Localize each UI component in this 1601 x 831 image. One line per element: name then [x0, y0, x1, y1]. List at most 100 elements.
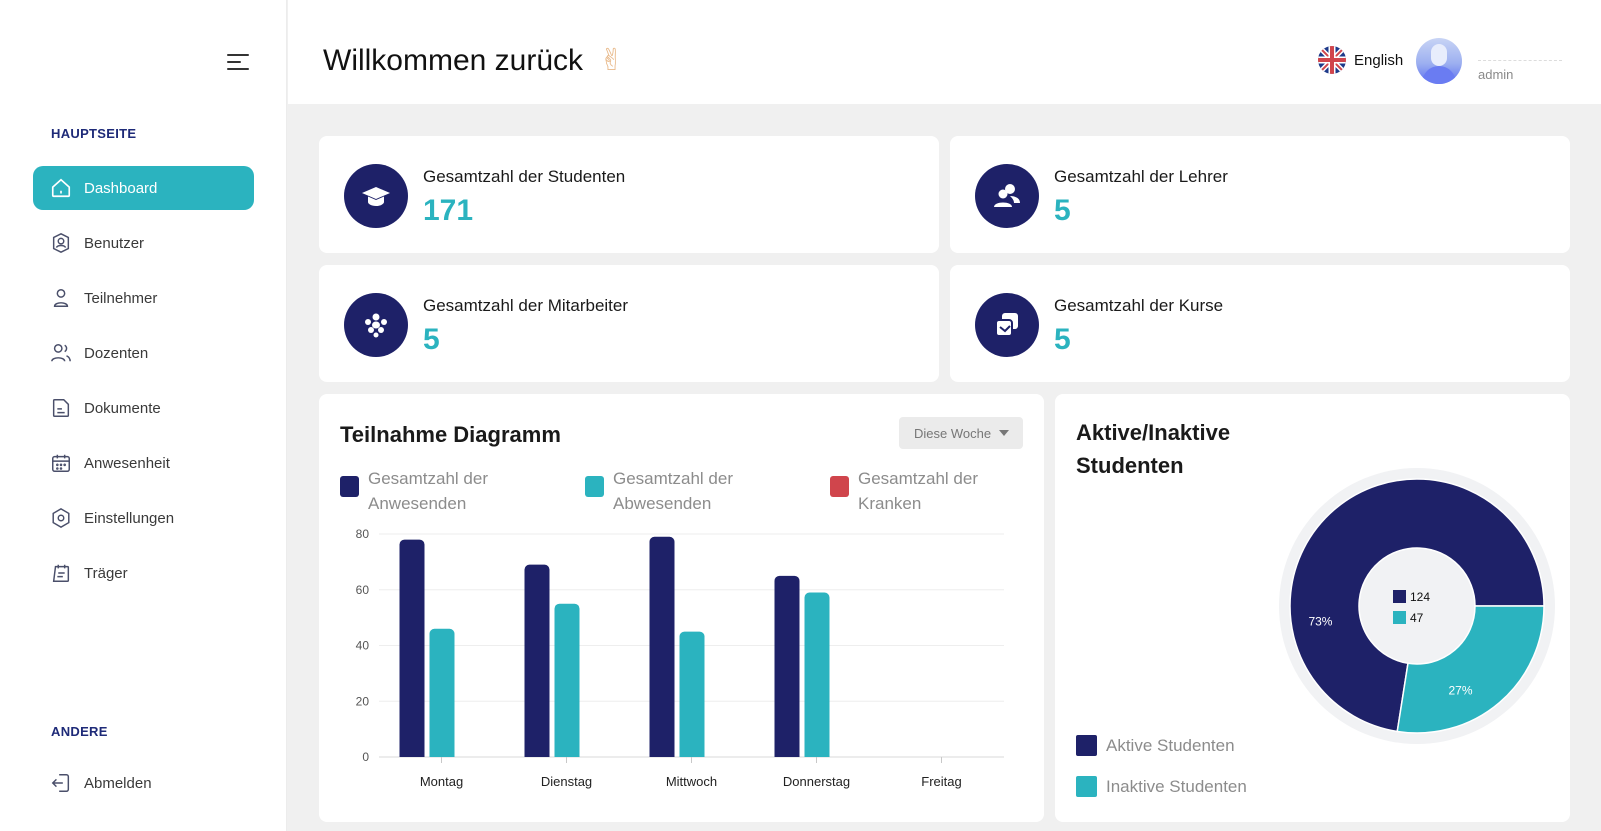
user-name-placeholder: [1478, 60, 1562, 61]
sidebar-item-label: Anwesenheit: [84, 454, 170, 472]
sidebar-item-label: Dashboard: [84, 179, 158, 197]
language-label: English: [1354, 51, 1404, 69]
sidebar-item-teilnehmer[interactable]: Teilnehmer: [33, 276, 254, 320]
stat-value: 5: [1054, 323, 1071, 356]
sidebar-item-label: Abmelden: [84, 774, 152, 792]
stat-value: 5: [1054, 194, 1071, 227]
chart-title: Teilnahme Diagramm: [340, 422, 561, 447]
caret-down-icon: [999, 430, 1009, 436]
stat-card-staff: Gesamtzahl der Mitarbeiter 5: [319, 265, 939, 382]
period-dropdown-value: Diese Woche: [914, 425, 992, 441]
sidebar-item-dashboard[interactable]: Dashboard: [33, 166, 254, 210]
avatar[interactable]: [1416, 38, 1462, 84]
students-donut-chart: 73% 27% 124 47: [1279, 468, 1555, 744]
settings-icon: [50, 507, 72, 529]
welcome-text: Willkommen zurück: [323, 43, 584, 77]
graduation-cap-icon: [344, 164, 408, 228]
hamburger-line: [227, 54, 249, 56]
sidebar-item-benutzer[interactable]: Benutzer: [33, 221, 254, 265]
slice-percent-label: 27%: [1448, 683, 1472, 697]
people-icon: [50, 342, 72, 364]
stat-card-courses: Gesamtzahl der Kurse 5: [950, 265, 1570, 382]
bar[interactable]: [804, 592, 830, 757]
user-role: admin: [1478, 67, 1514, 82]
y-tick-label: 80: [356, 527, 370, 541]
language-switcher[interactable]: English: [1318, 46, 1403, 74]
sidebar-item-dokumente[interactable]: Dokumente: [33, 386, 254, 430]
y-tick-label: 0: [362, 750, 369, 764]
home-icon: [50, 177, 72, 199]
legend-swatch: [585, 476, 604, 497]
page-title: Willkommen zurück ✌: [323, 43, 624, 78]
sidebar-item-dozenten[interactable]: Dozenten: [33, 331, 254, 375]
legend-item-absent[interactable]: Gesamtzahl der Abwesenden: [585, 466, 753, 516]
center-legend-value: 47: [1410, 611, 1424, 625]
logout-button[interactable]: Abmelden: [33, 761, 254, 805]
section-title-main: HAUPTSEITE: [51, 126, 137, 141]
avatar-body: [1422, 66, 1456, 84]
x-tick-label: Donnerstag: [783, 774, 850, 789]
y-tick-label: 20: [356, 694, 370, 708]
sidebar-item-anwesenheit[interactable]: Anwesenheit: [33, 441, 254, 485]
stat-label: Gesamtzahl der Kurse: [1054, 296, 1224, 315]
bar[interactable]: [554, 603, 580, 757]
sidebar-item-label: Dokumente: [84, 399, 161, 417]
sidebar-item-label: Dozenten: [84, 344, 149, 362]
uk-flag-icon: [1318, 46, 1346, 74]
bar[interactable]: [774, 575, 800, 757]
victory-hand-icon: ✌: [599, 44, 625, 77]
y-tick-label: 60: [356, 583, 370, 597]
stat-value: 5: [423, 323, 440, 356]
legend-item-sick[interactable]: Gesamtzahl der Kranken: [830, 466, 998, 516]
legend-label: Gesamtzahl der Kranken: [858, 469, 978, 513]
chart-title: Aktive/Inaktive Studenten: [1076, 420, 1231, 478]
logout-icon: [50, 772, 72, 794]
attendance-chart-card: Teilnahme Diagramm Diese Woche Gesamtzah…: [319, 394, 1044, 822]
avatar-head: [1431, 44, 1447, 66]
user-shield-icon: [50, 232, 72, 254]
calendar-icon: [50, 452, 72, 474]
legend-item-inactive[interactable]: Inaktive Studenten: [1076, 776, 1247, 797]
sidebar: HAUPTSEITE Dashboard Benutzer Teilnehmer…: [0, 0, 287, 831]
sidebar-item-traeger[interactable]: Träger: [33, 551, 254, 595]
legend-swatch: [1076, 735, 1097, 756]
donut-slice[interactable]: [1396, 605, 1545, 734]
team-icon: [344, 293, 408, 357]
legend-swatch: [340, 476, 359, 497]
bar[interactable]: [679, 631, 705, 757]
sidebar-item-label: Benutzer: [84, 234, 145, 252]
donut-slice[interactable]: [1289, 478, 1545, 733]
legend-item-present[interactable]: Gesamtzahl der Anwesenden: [340, 466, 508, 516]
center-legend-swatch: [1393, 611, 1406, 624]
legend-label: Gesamtzahl der Anwesenden: [368, 469, 488, 513]
top-header: Willkommen zurück ✌ English admin: [288, 0, 1601, 104]
legend-label: Gesamtzahl der Abwesenden: [613, 469, 733, 513]
period-dropdown[interactable]: Diese Woche: [899, 417, 1023, 449]
center-legend-swatch: [1393, 590, 1406, 603]
x-tick-label: Dienstag: [541, 774, 592, 789]
stat-label: Gesamtzahl der Studenten: [423, 167, 626, 186]
slice-percent-label: 73%: [1308, 615, 1332, 629]
copy-icon: [975, 293, 1039, 357]
menu-toggle-button[interactable]: [227, 52, 253, 72]
bar[interactable]: [429, 628, 455, 757]
y-tick-label: 40: [356, 639, 370, 653]
users-icon: [975, 164, 1039, 228]
bar[interactable]: [399, 539, 425, 757]
stat-card-teachers: Gesamtzahl der Lehrer 5: [950, 136, 1570, 253]
center-legend-value: 124: [1410, 590, 1430, 604]
legend-swatch: [830, 476, 849, 497]
section-title-other: ANDERE: [51, 724, 108, 739]
legend-label: Inaktive Studenten: [1106, 776, 1247, 796]
hamburger-line: [227, 61, 241, 63]
sidebar-item-einstellungen[interactable]: Einstellungen: [33, 496, 254, 540]
bar[interactable]: [524, 564, 550, 757]
sidebar-item-label: Einstellungen: [84, 509, 175, 527]
hamburger-line: [227, 68, 249, 70]
legend-item-active[interactable]: Aktive Studenten: [1076, 735, 1235, 756]
bar[interactable]: [649, 536, 675, 757]
sidebar-item-label: Träger: [84, 564, 128, 582]
document-icon: [50, 397, 72, 419]
x-tick-label: Mittwoch: [666, 774, 717, 789]
students-pie-card: Aktive/Inaktive Studenten 73% 27% 124 47 Ak…: [1055, 394, 1570, 822]
